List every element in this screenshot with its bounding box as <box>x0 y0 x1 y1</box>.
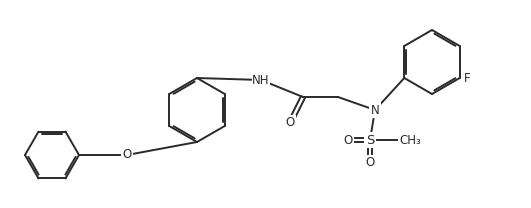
Text: NH: NH <box>252 73 270 87</box>
Text: CH₃: CH₃ <box>399 134 421 146</box>
Text: N: N <box>371 104 379 116</box>
Text: S: S <box>366 134 374 146</box>
Text: F: F <box>464 72 470 84</box>
Text: O: O <box>365 156 375 170</box>
Text: O: O <box>285 116 295 130</box>
Text: O: O <box>344 134 353 146</box>
Text: O: O <box>122 149 132 161</box>
